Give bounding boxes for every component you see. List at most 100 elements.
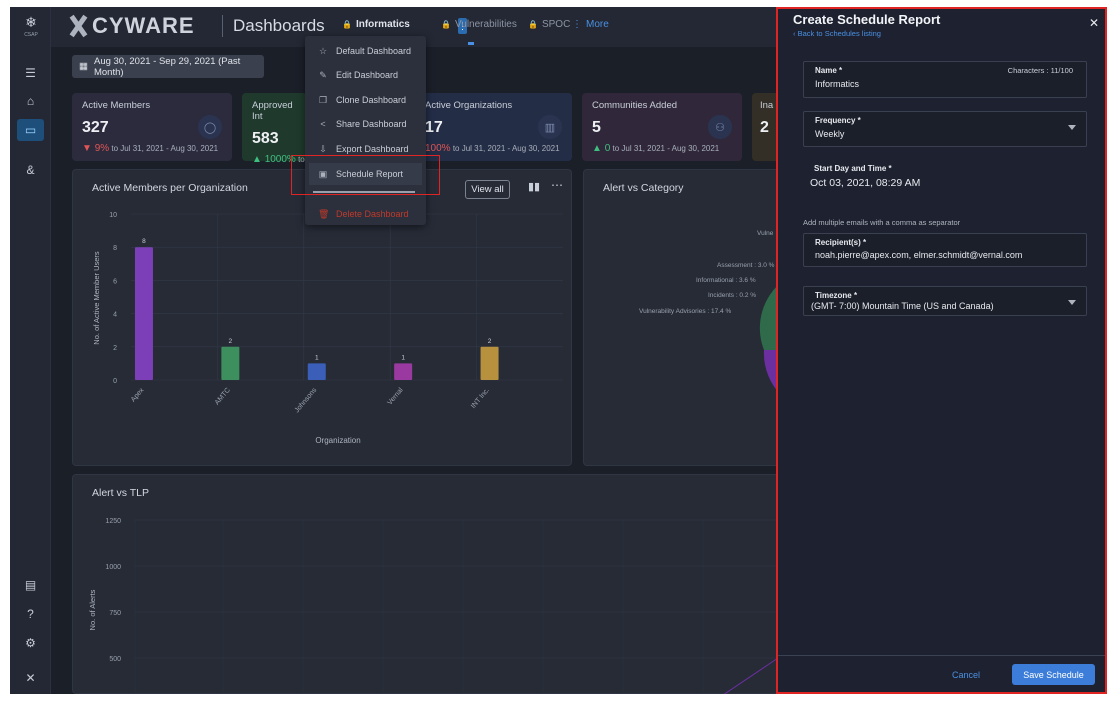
kpi-trend: ▼ 9% to Jul 31, 2021 - Aug 30, 2021	[82, 143, 219, 154]
back-link-label: Back to Schedules listing	[797, 29, 881, 38]
donut-label: Assessment : 3.0 %	[717, 262, 775, 269]
x-tick-label: Apex	[130, 386, 146, 403]
kpi-value: 2	[760, 119, 769, 136]
kpi-card-active-organizations[interactable]: Active Organizations 17 100% to Jul 31, …	[415, 93, 572, 161]
ampersand-icon[interactable]: &	[26, 163, 35, 177]
bar-chart-icon[interactable]: ▮▮	[528, 181, 541, 193]
donut-label: Vulne	[757, 230, 774, 237]
tab-label: Informatics	[355, 19, 410, 30]
chevron-down-icon	[1068, 125, 1076, 130]
menu-icon[interactable]: ☰	[25, 66, 36, 80]
menu-item-share-dashboard[interactable]: < Share Dashboard	[305, 113, 426, 135]
tab-spoc[interactable]: 🔒 SPOC	[528, 19, 570, 30]
page-title: Dashboards	[233, 16, 325, 35]
menu-label: Export Dashboard	[336, 144, 409, 154]
back-to-schedules-link[interactable]: ‹ Back to Schedules listing	[793, 29, 881, 38]
alert-category-chart-panel: Alert vs Category Vulne Assessment : 3.0…	[583, 169, 784, 466]
date-range-label: Aug 30, 2021 - Sep 29, 2021 (Past Month)	[93, 55, 241, 78]
kpi-card-approved[interactable]: Approved Int 583 ▲ 1000% to	[242, 93, 307, 165]
start-label: Start Day and Time *	[814, 164, 892, 173]
close-icon[interactable]: ✕	[1089, 16, 1100, 30]
start-datetime-field[interactable]: Start Day and Time * Oct 03, 2021, 08:29…	[803, 160, 1087, 198]
help-icon[interactable]: ?	[27, 607, 34, 621]
view-all-button[interactable]: View all	[465, 180, 510, 199]
menu-item-delete-dashboard[interactable]: 🗑 Delete Dashboard	[305, 203, 426, 225]
pencil-icon: ✎	[319, 69, 327, 80]
bar-vernal	[394, 363, 413, 380]
tab-vulnerabilities[interactable]: 🔒 Vulnerabilities	[441, 19, 517, 30]
x-tick-label: Vernal	[387, 386, 405, 406]
tab-options-button[interactable]: ⋮	[458, 18, 467, 34]
active-tab-indicator	[468, 42, 474, 45]
bar-intinc	[480, 346, 499, 380]
y-tick-label: 6	[113, 278, 117, 285]
kpi-title: Ina	[760, 100, 774, 111]
start-value: Oct 03, 2021, 08:29 AM	[810, 177, 921, 189]
date-range-button[interactable]: ▦ Aug 30, 2021 - Sep 29, 2021 (Past Mont…	[72, 55, 264, 78]
recipients-helper: Add multiple emails with a comma as sepa…	[803, 218, 961, 227]
bar-value-label: 1	[401, 354, 405, 361]
cyware-x-icon	[66, 14, 90, 38]
x-axis-label: Organization	[315, 436, 360, 445]
kpi-card-communities-added[interactable]: Communities Added 5 ▲ 0 to Jul 31, 2021 …	[582, 93, 742, 161]
home-icon[interactable]: ⌂	[26, 94, 35, 108]
y-tick-label: 1000	[105, 564, 121, 571]
save-schedule-button[interactable]: Save Schedule	[1012, 664, 1095, 685]
menu-label: Schedule Report	[336, 169, 404, 179]
menu-item-schedule-report[interactable]: ▣ Schedule Report	[309, 163, 422, 185]
menu-item-export-dashboard[interactable]: ⇩ Export Dashboard	[305, 138, 426, 160]
menu-item-edit-dashboard[interactable]: ✎ Edit Dashboard	[305, 64, 426, 86]
left-rail: ❄ CSAP ☰ ⌂ ▭ & ▤ ? ⚙ ✕	[10, 7, 51, 694]
donut-label: Incidents : 0.2 %	[708, 292, 757, 299]
brand-logo[interactable]: CYWARE	[66, 13, 195, 39]
y-tick-label: 8	[113, 245, 117, 252]
schedule-icon: ▣	[318, 168, 328, 179]
bar-value-label: 2	[488, 338, 492, 345]
x-tick-label: Johnsons	[294, 386, 319, 414]
menu-label: Default Dashboard	[336, 46, 412, 56]
dashboard-icon[interactable]: ▭	[17, 119, 44, 141]
recipients-field[interactable]: Recipient(s) * noah.pierre@apex.com, elm…	[803, 233, 1087, 267]
create-schedule-drawer: Create Schedule Report ‹ Back to Schedul…	[777, 7, 1107, 694]
calendar-icon: ▦	[79, 61, 88, 72]
tab-informatics[interactable]: 🔒 Informatics	[342, 19, 410, 30]
y-tick-label: 1250	[105, 518, 121, 525]
logo-label: CSAP	[24, 32, 38, 38]
schedule-report-highlight	[291, 155, 440, 195]
name-label: Name *	[815, 66, 843, 75]
menu-item-clone-dashboard[interactable]: ❐ Clone Dashboard	[305, 89, 426, 111]
char-count: Characters : 11/100	[1007, 66, 1073, 75]
cancel-button[interactable]: Cancel	[952, 670, 981, 680]
frequency-select[interactable]: Frequency * Weekly	[803, 111, 1087, 147]
name-value: Informatics	[815, 79, 860, 89]
kpi-title: Active Members	[82, 100, 151, 111]
recipients-value: noah.pierre@apex.com, elmer.schmidt@vern…	[815, 250, 1023, 260]
bar-value-label: 2	[229, 338, 233, 345]
share-icon: <	[320, 119, 326, 129]
timezone-select[interactable]: Timezone * (GMT- 7:00) Mountain Time (US…	[803, 286, 1087, 316]
name-field[interactable]: Name * Characters : 11/100 Informatics	[803, 61, 1087, 98]
chevron-left-icon: ‹	[793, 29, 798, 38]
donut-label: Vulnerability Advisories : 17.4 %	[639, 308, 732, 315]
trash-icon: 🗑	[318, 208, 330, 219]
recipients-label: Recipient(s) *	[815, 238, 867, 247]
more-tabs-button[interactable]: ⋮ More	[572, 19, 609, 30]
more-options-icon[interactable]: ⋯	[551, 178, 563, 192]
frequency-label: Frequency *	[815, 116, 861, 125]
star-icon: ☆	[318, 45, 328, 56]
kpi-value: 583	[252, 130, 279, 147]
drawer-footer-divider	[778, 655, 1107, 656]
kpi-trend: ▲ 1000% to	[252, 154, 305, 165]
line-chart: 500 750 1000 1250 No. of Alerts	[88, 518, 779, 694]
kpi-title: Active Organizations	[425, 100, 513, 111]
user-settings-icon[interactable]: ⚙	[25, 636, 36, 650]
csap-logo[interactable]: ❄ CSAP	[19, 14, 43, 38]
menu-item-default-dashboard[interactable]: ☆ Default Dashboard	[305, 40, 426, 62]
y-tick-label: 0	[113, 378, 117, 385]
bar-value-label: 8	[142, 238, 146, 245]
kpi-card-active-members[interactable]: Active Members 327 ▼ 9% to Jul 31, 2021 …	[72, 93, 232, 161]
timezone-label: Timezone *	[815, 291, 858, 300]
document-icon[interactable]: ▤	[24, 578, 37, 592]
kpi-trend: ▲ 0 to Jul 31, 2021 - Aug 30, 2021	[592, 143, 720, 154]
lock-icon: 🔒	[342, 20, 352, 29]
